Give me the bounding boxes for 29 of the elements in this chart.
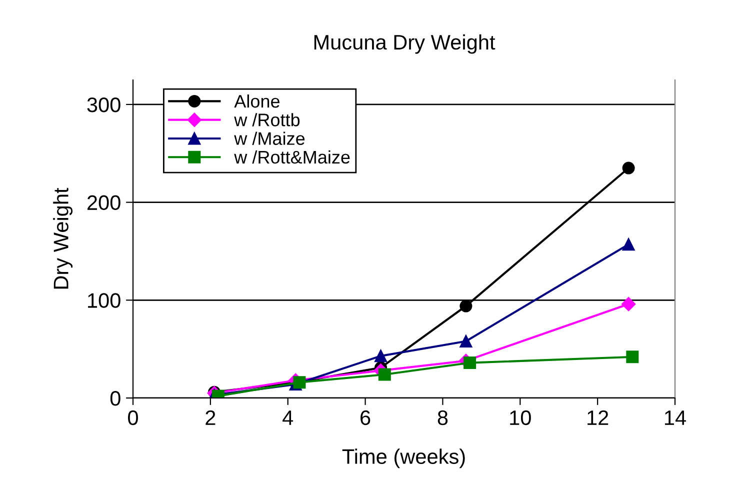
y-tick-label: 200	[87, 195, 120, 210]
point	[464, 356, 476, 370]
point	[621, 296, 636, 312]
x-tick-label: 0	[128, 410, 138, 426]
legend-label: w /Rott&Maize	[234, 150, 350, 164]
x-tick-label: 14	[665, 410, 686, 425]
x-tick-label: 2	[206, 410, 216, 425]
legend-label: w /Maize	[234, 132, 305, 145]
legend-label: Alone	[234, 94, 280, 108]
x-tick-label: 4	[282, 410, 294, 425]
point	[293, 376, 306, 389]
y-tick-label: 0	[110, 391, 120, 406]
x-tick-label: 12	[588, 410, 608, 425]
y-axis-title: Dry Weight	[53, 188, 73, 289]
point	[622, 162, 635, 174]
point	[374, 350, 388, 362]
point	[378, 368, 391, 381]
x-tick-label: 10	[510, 410, 531, 426]
y-tick-label: 300	[87, 97, 120, 112]
x-axis-title: Time (weeks)	[342, 448, 465, 468]
legend-label: w /Rottb	[234, 113, 300, 126]
y-tick-label: 100	[88, 293, 120, 308]
x-tick-label: 8	[438, 410, 448, 426]
point	[622, 238, 635, 251]
point	[626, 350, 639, 364]
chart-title: Mucuna Dry Weight	[314, 34, 496, 54]
point	[460, 300, 472, 312]
x-tick-label: 6	[360, 410, 370, 426]
point	[460, 335, 472, 348]
